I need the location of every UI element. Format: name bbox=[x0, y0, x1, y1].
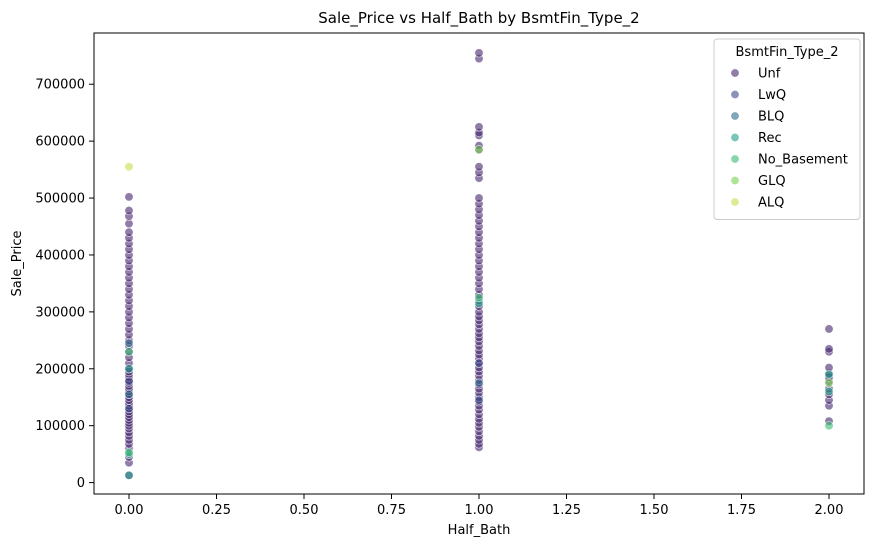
legend-label: ALQ bbox=[758, 196, 784, 211]
x-tick-label: 1.00 bbox=[465, 503, 494, 518]
x-tick-label: 0.25 bbox=[202, 503, 231, 518]
data-point-unf bbox=[474, 48, 484, 58]
legend-item-alq: ALQ bbox=[730, 196, 784, 211]
data-point-glq bbox=[824, 378, 834, 388]
legend-marker bbox=[730, 111, 740, 121]
data-point-blq bbox=[474, 378, 484, 388]
y-tick-label: 600000 bbox=[35, 135, 85, 150]
data-point-alq bbox=[124, 162, 134, 172]
legend-label: GLQ bbox=[758, 174, 786, 189]
legend-marker bbox=[730, 154, 740, 164]
data-point-unf bbox=[824, 324, 834, 334]
data-point-unf bbox=[124, 227, 134, 237]
data-point-rec bbox=[124, 470, 134, 480]
data-point-no-basement bbox=[474, 293, 484, 303]
legend-box bbox=[713, 38, 861, 220]
y-tick-label: 0 bbox=[77, 476, 85, 491]
data-point-rec bbox=[824, 369, 834, 379]
legend-title: BsmtFin_Type_2 bbox=[736, 45, 839, 60]
x-axis-label: Half_Bath bbox=[448, 523, 511, 538]
y-tick-label: 200000 bbox=[35, 362, 85, 377]
chart-title: Sale_Price vs Half_Bath by BsmtFin_Type_… bbox=[318, 9, 639, 28]
points-layer bbox=[124, 48, 834, 480]
data-point-glq bbox=[474, 145, 484, 155]
y-tick-label: 300000 bbox=[35, 305, 85, 320]
data-point-blq bbox=[124, 338, 134, 348]
legend-item-unf: Unf bbox=[730, 67, 781, 82]
y-tick-label: 700000 bbox=[35, 78, 85, 93]
x-tick-label: 0.00 bbox=[115, 503, 144, 518]
data-point-blq bbox=[124, 389, 134, 399]
legend-label: No_Basement bbox=[758, 153, 848, 168]
legend-item-blq: BLQ bbox=[730, 110, 784, 125]
x-tick-label: 1.25 bbox=[552, 503, 581, 518]
legend-label: LwQ bbox=[758, 88, 786, 103]
x-tick-label: 0.50 bbox=[290, 503, 319, 518]
data-point-rec bbox=[824, 387, 834, 397]
x-axis: 0.00 0.25 0.50 0.75 1.00 1.25 1.50 1.75 2.00 bbox=[115, 494, 844, 518]
legend-items: Unf LwQ BLQ Rec No_Basement GLQ ALQ bbox=[730, 67, 848, 211]
y-tick-label: 400000 bbox=[35, 248, 85, 263]
data-point-unf bbox=[124, 192, 134, 202]
y-axis-label: Sale_Price bbox=[10, 230, 25, 296]
data-point-no-basement bbox=[124, 347, 134, 357]
data-point-lwq bbox=[124, 404, 134, 414]
legend-marker bbox=[730, 133, 740, 143]
legend-item-lwq: LwQ bbox=[730, 88, 786, 103]
legend-marker bbox=[730, 197, 740, 207]
data-point-unf bbox=[824, 344, 834, 354]
legend-item-no-basement: No_Basement bbox=[730, 153, 848, 168]
data-point-unf bbox=[474, 193, 484, 203]
legend-item-rec: Rec bbox=[730, 131, 782, 146]
legend: BsmtFin_Type_2 Unf LwQ BLQ Rec No_Basement GL… bbox=[713, 38, 861, 220]
data-point-lwq bbox=[474, 395, 484, 405]
y-tick-label: 500000 bbox=[35, 192, 85, 207]
legend-marker bbox=[730, 68, 740, 78]
x-tick-label: 1.75 bbox=[727, 503, 756, 518]
data-point-unf bbox=[124, 206, 134, 216]
data-point-lwq bbox=[124, 376, 134, 386]
legend-label: Rec bbox=[758, 131, 782, 146]
data-point-no-basement bbox=[824, 421, 834, 431]
y-axis: 0 100000 200000 300000 400000 500000 600000 700… bbox=[35, 78, 94, 491]
y-tick-label: 100000 bbox=[35, 419, 85, 434]
legend-label: Unf bbox=[758, 67, 781, 82]
legend-label: BLQ bbox=[758, 110, 784, 125]
legend-marker bbox=[730, 90, 740, 100]
data-point-unf bbox=[474, 122, 484, 132]
x-tick-label: 2.00 bbox=[815, 503, 844, 518]
data-point-rec bbox=[124, 364, 134, 374]
x-tick-label: 1.50 bbox=[640, 503, 669, 518]
x-tick-label: 0.75 bbox=[377, 503, 406, 518]
legend-item-glq: GLQ bbox=[730, 174, 786, 189]
data-point-unf bbox=[474, 162, 484, 172]
data-point-no-basement bbox=[124, 447, 134, 457]
legend-marker bbox=[730, 176, 740, 186]
data-point-lwq bbox=[474, 358, 484, 368]
